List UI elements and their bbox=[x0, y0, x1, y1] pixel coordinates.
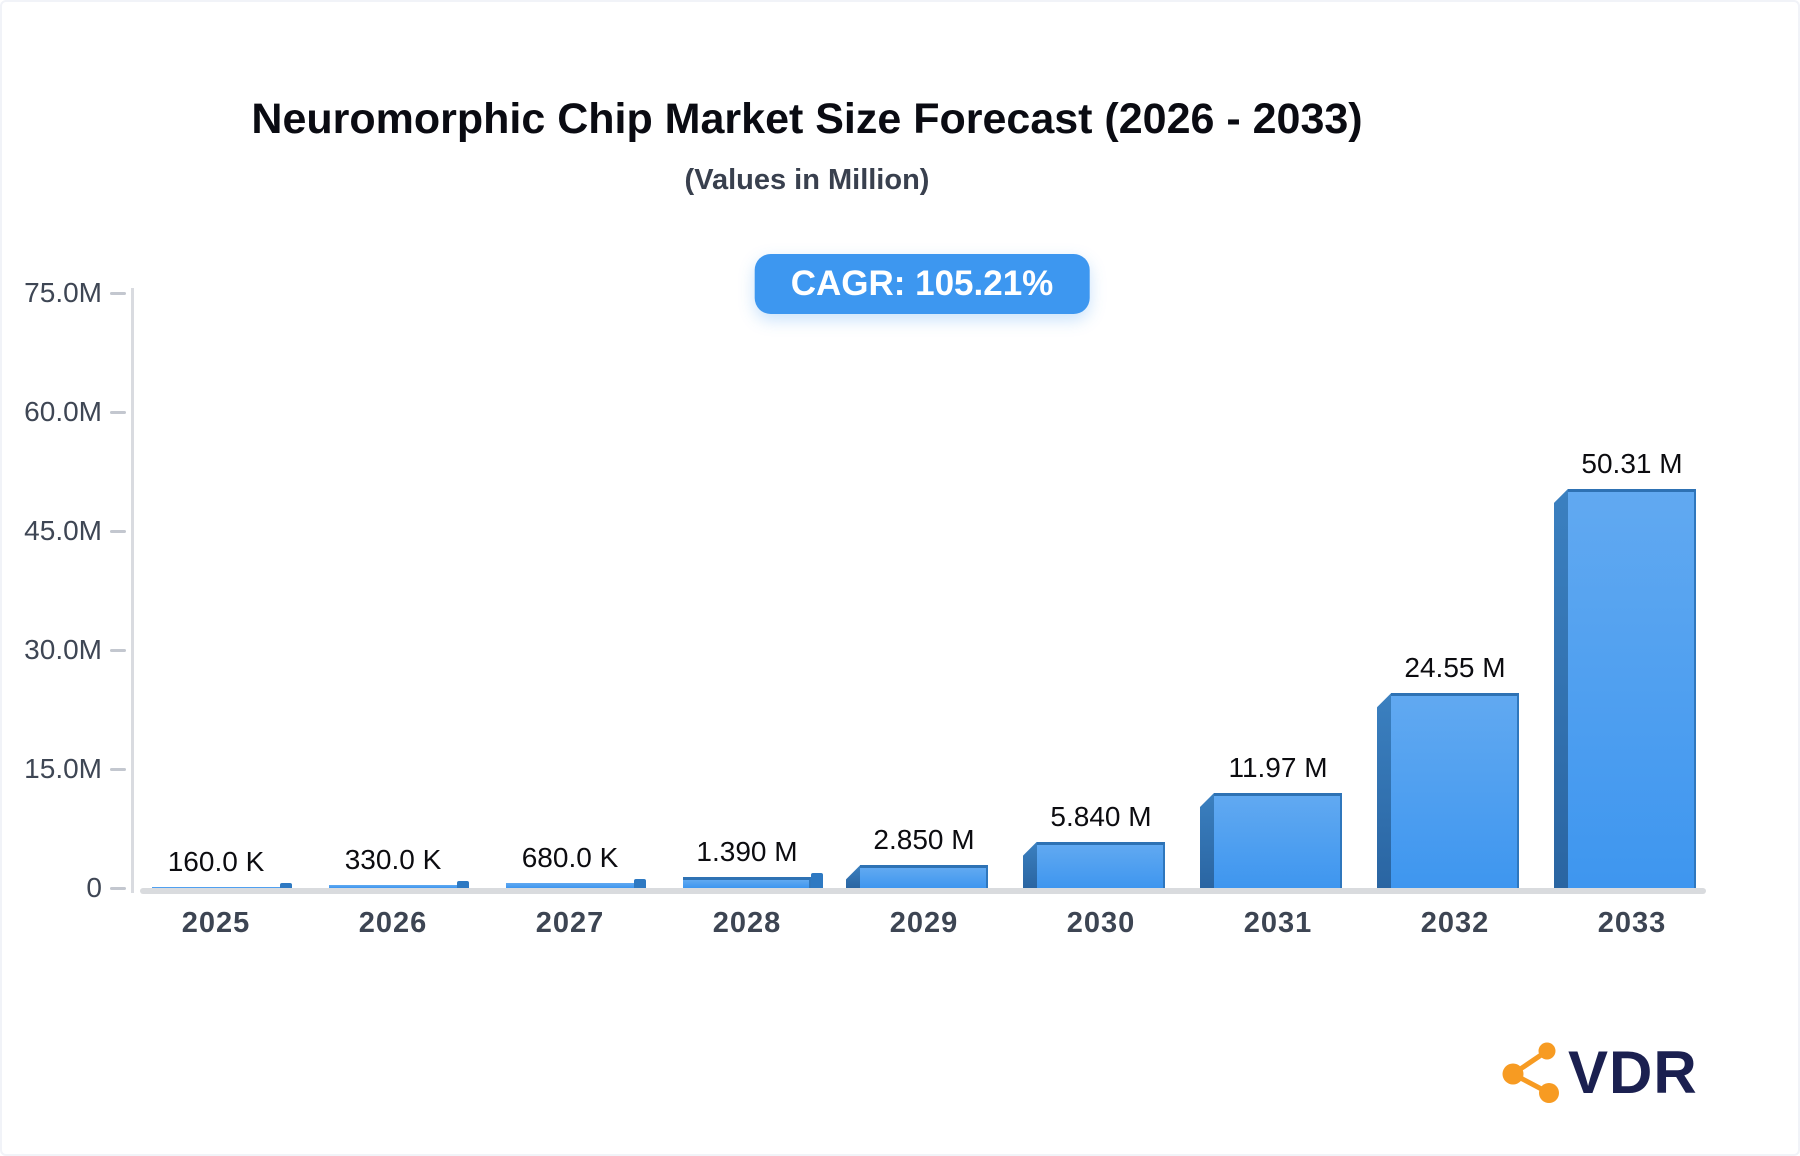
y-tick-mark bbox=[110, 410, 126, 414]
bar-3d-side bbox=[1554, 488, 1568, 888]
x-axis-label: 2033 bbox=[1597, 907, 1667, 939]
y-tick-mark bbox=[110, 886, 126, 890]
logo-text: VDR bbox=[1568, 1039, 1698, 1106]
chart-subtitle: (Values in Million) bbox=[684, 164, 930, 196]
bar-value-label: 24.55 M bbox=[1404, 652, 1506, 684]
bar-2031[interactable] bbox=[1214, 793, 1342, 888]
bar-3d-cap bbox=[457, 881, 469, 888]
bar-value-label: 680.0 K bbox=[521, 841, 619, 873]
vdr-logo: VDR bbox=[1500, 1038, 1698, 1108]
y-tick-mark bbox=[110, 648, 126, 652]
bar-2027[interactable] bbox=[506, 882, 634, 888]
bar-value-label: 330.0 K bbox=[344, 844, 442, 876]
bar-2032[interactable] bbox=[1391, 693, 1519, 888]
bar-3d-cap bbox=[811, 872, 823, 888]
x-axis-label: 2027 bbox=[535, 907, 605, 939]
bar-3d-side bbox=[1023, 841, 1037, 888]
bar-2030[interactable] bbox=[1037, 841, 1165, 888]
x-axis-label: 2031 bbox=[1243, 907, 1313, 939]
x-axis-label: 2028 bbox=[712, 907, 782, 939]
x-axis-label: 2030 bbox=[1066, 907, 1136, 939]
bar-3d-side bbox=[1377, 693, 1391, 888]
bar-2033[interactable] bbox=[1568, 488, 1696, 888]
y-tick-label: 30.0M bbox=[24, 634, 102, 665]
y-axis-line bbox=[131, 288, 134, 893]
x-axis-baseline bbox=[140, 888, 1706, 894]
bar-3d-cap bbox=[280, 882, 292, 888]
bar-value-label: 1.390 M bbox=[696, 835, 798, 867]
bar-value-label: 50.31 M bbox=[1581, 447, 1683, 479]
bar-2029[interactable] bbox=[860, 865, 988, 888]
bar-2028[interactable] bbox=[683, 876, 811, 888]
bar-value-label: 5.840 M bbox=[1050, 800, 1152, 832]
bar-3d-side bbox=[1200, 793, 1214, 888]
x-axis-label: 2029 bbox=[889, 907, 959, 939]
chart-title: Neuromorphic Chip Market Size Forecast (… bbox=[251, 95, 1363, 143]
y-tick-label: 60.0M bbox=[24, 396, 102, 427]
y-tick-mark bbox=[110, 529, 126, 533]
bar-2026[interactable] bbox=[329, 885, 457, 888]
y-tick-label: 75.0M bbox=[24, 277, 102, 308]
cagr-badge: CAGR: 105.21% bbox=[754, 254, 1090, 314]
y-tick-label: 45.0M bbox=[24, 515, 102, 546]
bar-value-label: 160.0 K bbox=[167, 845, 265, 877]
y-tick-label: 0 bbox=[86, 872, 102, 903]
y-tick-label: 15.0M bbox=[24, 753, 102, 784]
y-tick-mark bbox=[110, 291, 126, 295]
share-network-icon bbox=[1500, 1040, 1566, 1106]
bar-value-label: 11.97 M bbox=[1228, 752, 1328, 784]
x-axis-label: 2032 bbox=[1420, 907, 1490, 939]
bar-2025[interactable] bbox=[152, 886, 280, 888]
x-axis-label: 2026 bbox=[358, 907, 428, 939]
bar-value-label: 2.850 M bbox=[873, 824, 975, 856]
x-axis-label: 2025 bbox=[181, 907, 251, 939]
y-tick-mark bbox=[110, 767, 126, 771]
bar-3d-cap bbox=[634, 878, 646, 888]
